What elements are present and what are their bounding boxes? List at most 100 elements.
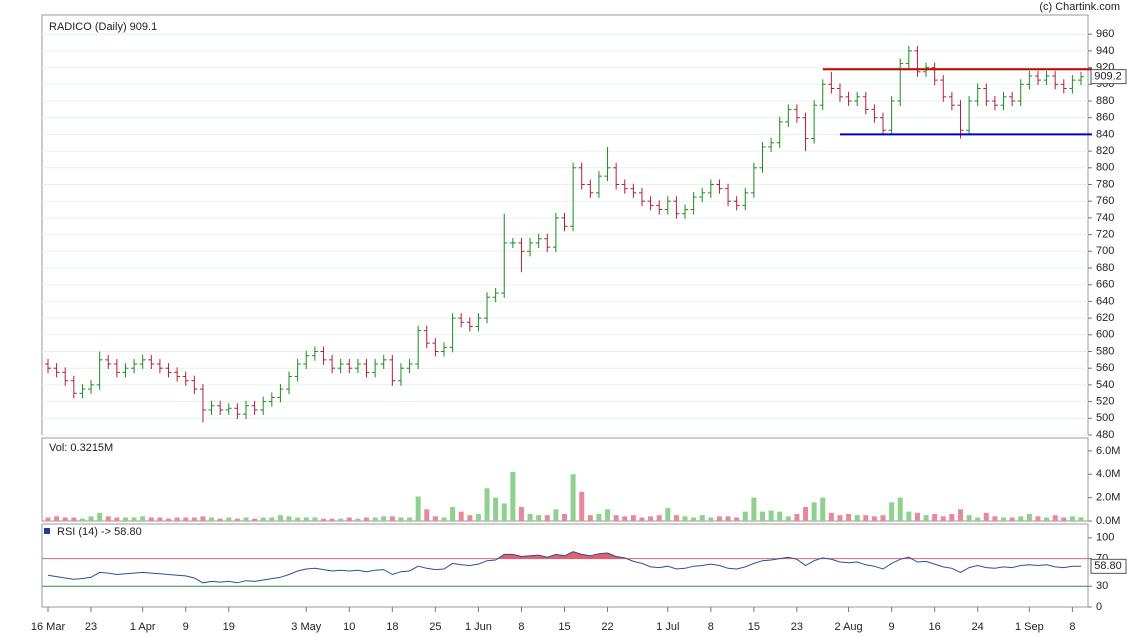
volume-bar (846, 513, 852, 521)
rsi-title: RSI (14) -> 58.80 (57, 526, 142, 538)
y-tick-label: 700 (1096, 245, 1114, 257)
volume-bar (889, 502, 895, 521)
volume-bar (407, 517, 413, 521)
volume-bar (544, 515, 550, 521)
y-tick-label: 720 (1096, 229, 1114, 241)
volume-bar (596, 513, 602, 521)
volume-bar (243, 517, 249, 521)
volume-bar (570, 474, 576, 521)
volume-bar (45, 517, 51, 521)
volume-bar (949, 513, 955, 521)
y-tick-label: 500 (1096, 412, 1114, 424)
y-tick-label: 520 (1096, 396, 1114, 408)
rsi-value-box (1090, 558, 1127, 574)
volume-bar (983, 512, 989, 521)
volume-bar (699, 515, 705, 521)
x-tick-label: 8 (1069, 621, 1075, 633)
volume-bar (209, 517, 215, 521)
rsi-panel (41, 523, 1089, 608)
volume-bar (940, 516, 946, 521)
volume-bar (432, 516, 438, 521)
volume-bar (97, 512, 103, 521)
y-tick-label: 780 (1096, 178, 1114, 190)
volume-bar (226, 517, 232, 521)
volume-bar (837, 515, 843, 521)
x-tick-label: 24 (972, 621, 984, 633)
volume-bar (553, 509, 559, 521)
volume-bar (338, 518, 344, 521)
y-tick-label: 0.0M (1096, 515, 1120, 527)
volume-bar (639, 517, 645, 521)
rsi-value-label: 58.80 (1094, 560, 1122, 572)
volume-bar (364, 517, 370, 521)
volume-bar (1009, 517, 1015, 521)
volume-bar (785, 516, 791, 521)
y-tick-label: 560 (1096, 362, 1114, 374)
volume-bar (794, 513, 800, 521)
x-tick-label: 22 (601, 621, 613, 633)
volume-bar (1052, 515, 1058, 521)
volume-bar (673, 515, 679, 521)
x-tick-label: 25 (429, 621, 441, 633)
volume-bar (398, 517, 404, 521)
volume-bar (475, 513, 481, 521)
volume-bar (217, 518, 223, 521)
y-tick-label: 820 (1096, 145, 1114, 157)
volume-bar (148, 517, 154, 521)
y-tick-label: 0 (1096, 601, 1102, 613)
volume-bar (811, 502, 817, 521)
volume-bar (286, 516, 292, 521)
volume-bar (355, 518, 361, 521)
volume-bar (682, 516, 688, 521)
volume-bar (501, 503, 507, 521)
volume-bar (303, 517, 309, 521)
y-tick-label: 580 (1096, 345, 1114, 357)
volume-bar (346, 517, 352, 521)
volume-bar (200, 516, 206, 521)
x-tick-label: 16 Mar (31, 621, 66, 633)
legend-swatch (44, 528, 50, 534)
y-tick-label: 540 (1096, 379, 1114, 391)
volume-bar (777, 511, 783, 521)
volume-bar (1001, 517, 1007, 521)
volume-bar (381, 516, 387, 521)
volume-bar (716, 516, 722, 521)
volume-bar (157, 517, 163, 521)
volume-bar (751, 497, 757, 521)
volume-bar (320, 518, 326, 521)
volume-bar (536, 515, 542, 521)
x-tick-label: 9 (889, 621, 895, 633)
volume-bar (587, 515, 593, 521)
volume-bar (656, 515, 662, 521)
volume-bar (630, 515, 636, 521)
volume-bar (329, 518, 335, 521)
volume-bar (105, 516, 111, 521)
volume-bar (527, 513, 533, 521)
volume-bar (914, 512, 920, 521)
y-tick-label: 600 (1096, 329, 1114, 341)
y-tick-label: 480 (1096, 429, 1114, 441)
volume-bar (880, 515, 886, 521)
volume-bar (923, 515, 929, 521)
volume-bar (1078, 517, 1084, 521)
volume-bar (897, 497, 903, 521)
volume-bar (725, 516, 731, 521)
volume-bar (863, 515, 869, 521)
volume-bar (458, 511, 464, 521)
volume-bar (579, 491, 585, 521)
volume-bar (252, 518, 258, 521)
volume-bar (441, 517, 447, 521)
volume-bar (1026, 513, 1032, 521)
volume-bar (759, 511, 765, 521)
volume-bar (768, 510, 774, 521)
y-tick-label: 960 (1096, 28, 1114, 40)
volume-bar (854, 515, 860, 521)
x-tick-label: 1 Sep (1015, 621, 1044, 633)
y-tick-label: 860 (1096, 112, 1114, 124)
x-tick-label: 1 Jun (465, 621, 492, 633)
volume-bar (828, 512, 834, 521)
x-tick-label: 19 (223, 621, 235, 633)
volume-title: Vol: 0.3215M (49, 442, 113, 454)
x-tick-label: 2 Aug (835, 621, 863, 633)
